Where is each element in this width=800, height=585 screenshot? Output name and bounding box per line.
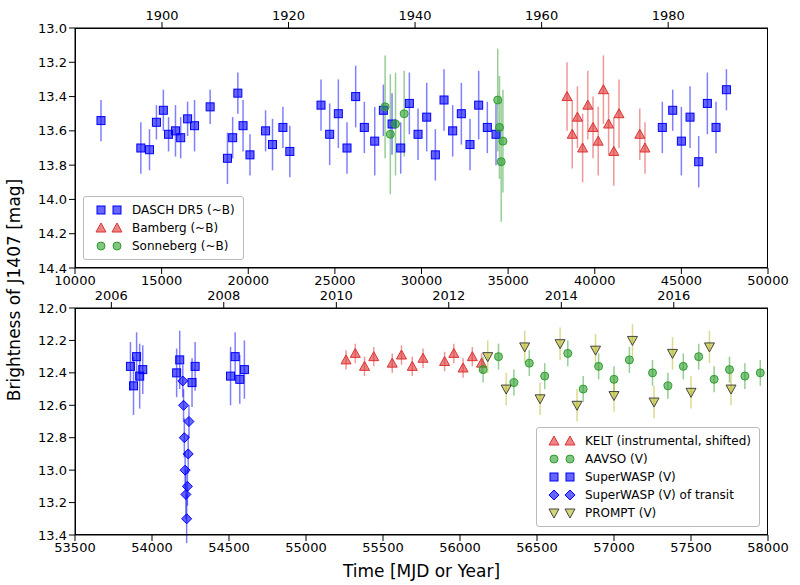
svg-text:55000: 55000 <box>285 540 326 555</box>
html-text:AAVSO (V): AAVSO (V) <box>585 452 648 466</box>
svg-text:14.4: 14.4 <box>38 261 67 276</box>
svg-text:2014: 2014 <box>545 288 578 303</box>
svg-text:14.2: 14.2 <box>38 226 67 241</box>
svg-text:1900: 1900 <box>145 8 178 23</box>
svg-text:13.4: 13.4 <box>38 89 67 104</box>
svg-text:14.0: 14.0 <box>38 192 67 207</box>
svg-text:2010: 2010 <box>320 288 353 303</box>
svg-text:2008: 2008 <box>207 288 240 303</box>
svg-text:45000: 45000 <box>661 273 702 288</box>
html-text:SuperWASP (V): SuperWASP (V) <box>585 470 676 484</box>
svg-text:40000: 40000 <box>574 273 615 288</box>
svg-text:1980: 1980 <box>652 8 685 23</box>
svg-text:13.0: 13.0 <box>38 463 67 478</box>
svg-text:35000: 35000 <box>487 273 528 288</box>
svg-text:54000: 54000 <box>131 540 172 555</box>
svg-text:12.4: 12.4 <box>38 365 67 380</box>
svg-text:1940: 1940 <box>399 8 432 23</box>
svg-text:15000: 15000 <box>141 273 182 288</box>
svg-text:13.2: 13.2 <box>38 495 67 510</box>
html-text:Bamberg (~B): Bamberg (~B) <box>132 221 219 235</box>
html-text:PROMPT (V): PROMPT (V) <box>585 506 657 520</box>
svg-text:56000: 56000 <box>439 540 480 555</box>
svg-text:57500: 57500 <box>670 540 711 555</box>
svg-text:1960: 1960 <box>525 8 558 23</box>
html-text:Sonneberg (~B): Sonneberg (~B) <box>132 239 229 253</box>
svg-text:50000: 50000 <box>747 273 788 288</box>
svg-text:58000: 58000 <box>747 540 788 555</box>
html-text:DASCH DR5 (~B): DASCH DR5 (~B) <box>132 203 235 217</box>
svg-text:20000: 20000 <box>228 273 269 288</box>
svg-text:13.4: 13.4 <box>38 528 67 543</box>
svg-text:13.8: 13.8 <box>38 158 67 173</box>
svg-text:10000: 10000 <box>54 273 96 289</box>
svg-text:2012: 2012 <box>432 288 465 303</box>
svg-text:12.0: 12.0 <box>38 301 67 316</box>
svg-text:12.8: 12.8 <box>38 430 67 445</box>
svg-text:30000: 30000 <box>401 273 442 288</box>
svg-text:12.2: 12.2 <box>38 333 67 348</box>
svg-text:25000: 25000 <box>314 273 355 288</box>
svg-text:2016: 2016 <box>657 288 690 303</box>
svg-text:13.6: 13.6 <box>38 123 67 138</box>
svg-text:13.2: 13.2 <box>38 55 67 70</box>
svg-text:56500: 56500 <box>516 540 557 555</box>
svg-text:54500: 54500 <box>208 540 249 555</box>
html-text:KELT (instrumental, shifted): KELT (instrumental, shifted) <box>585 434 751 448</box>
svg-text:55500: 55500 <box>362 540 403 555</box>
svg-text:57000: 57000 <box>593 540 634 555</box>
svg-text:13.0: 13.0 <box>38 21 67 36</box>
svg-text:1920: 1920 <box>272 8 305 23</box>
html-text:SuperWASP (V) of transit: SuperWASP (V) of transit <box>585 488 734 502</box>
svg-text:2006: 2006 <box>95 288 128 303</box>
html-text:Brightness of J1407 [mag]: Brightness of J1407 [mag] <box>4 178 24 402</box>
svg-text:12.6: 12.6 <box>38 398 67 413</box>
svg-text:53500: 53500 <box>54 540 96 556</box>
html-text:Time [MJD or Year]: Time [MJD or Year] <box>342 561 501 581</box>
